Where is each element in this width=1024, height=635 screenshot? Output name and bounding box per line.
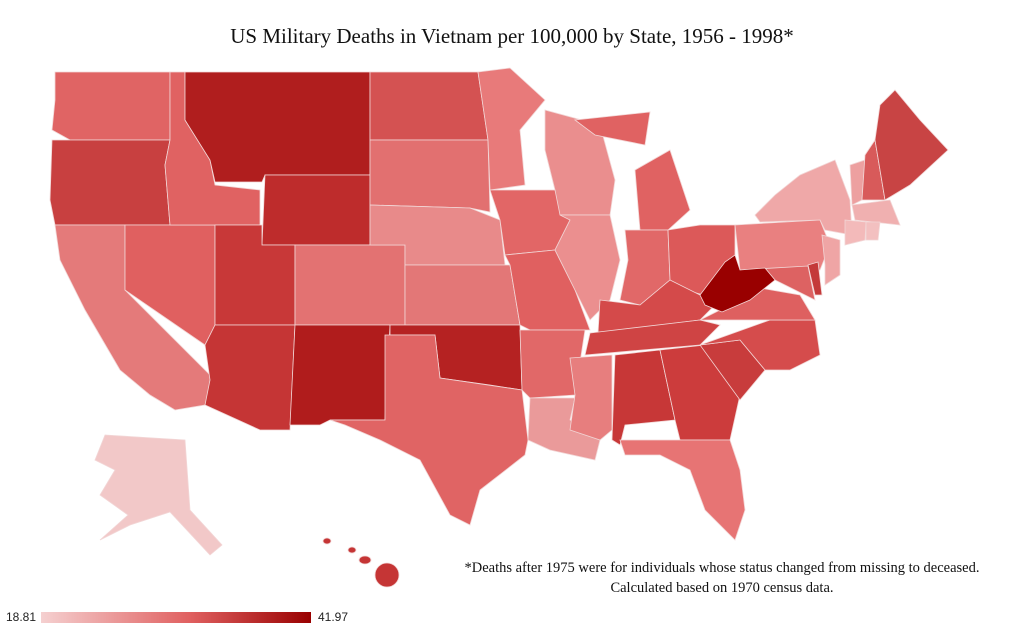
state-fl[interactable] [619,439,746,541]
state-mn[interactable] [477,67,546,191]
footnote-line-2: Calculated based on 1970 census data. [610,580,834,596]
footnote-line-1: *Deaths after 1975 were for individuals … [464,560,980,576]
state-or[interactable] [49,139,171,226]
state-me[interactable] [874,89,949,201]
state-ar[interactable] [519,329,586,399]
state-ct[interactable] [844,219,867,246]
state-hi-big-island[interactable] [374,562,400,588]
state-nm[interactable] [289,324,391,426]
state-ri[interactable] [865,221,881,241]
state-ma[interactable] [851,199,901,226]
state-wy[interactable] [261,174,371,246]
state-de[interactable] [807,261,823,296]
state-hi-oahu[interactable] [347,546,357,554]
state-nd[interactable] [369,71,489,141]
state-hi-kauai[interactable] [322,537,332,545]
state-sd[interactable] [369,139,491,213]
state-mt[interactable] [184,71,371,183]
state-tn[interactable] [584,319,721,356]
state-ak[interactable] [94,434,223,556]
state-nj[interactable] [821,234,841,286]
state-tx[interactable] [329,334,529,526]
state-ms[interactable] [569,354,613,441]
state-az[interactable] [204,324,296,431]
legend-min-label: 18.81 [6,610,37,624]
state-ks[interactable] [404,264,521,326]
state-ny[interactable] [754,159,853,236]
state-wa[interactable] [51,71,171,141]
legend-max-label: 41.97 [318,610,349,624]
state-co[interactable] [294,244,406,326]
state-mi-lower[interactable] [634,149,691,231]
state-wv[interactable] [699,254,776,313]
footnote: *Deaths after 1975 were for individuals … [420,558,1024,598]
state-hi-maui[interactable] [358,555,372,565]
state-il[interactable] [554,214,621,321]
state-mi-upper[interactable] [573,111,651,146]
map-title: US Military Deaths in Vietnam per 100,00… [230,24,794,48]
legend-color-bar [41,612,311,623]
